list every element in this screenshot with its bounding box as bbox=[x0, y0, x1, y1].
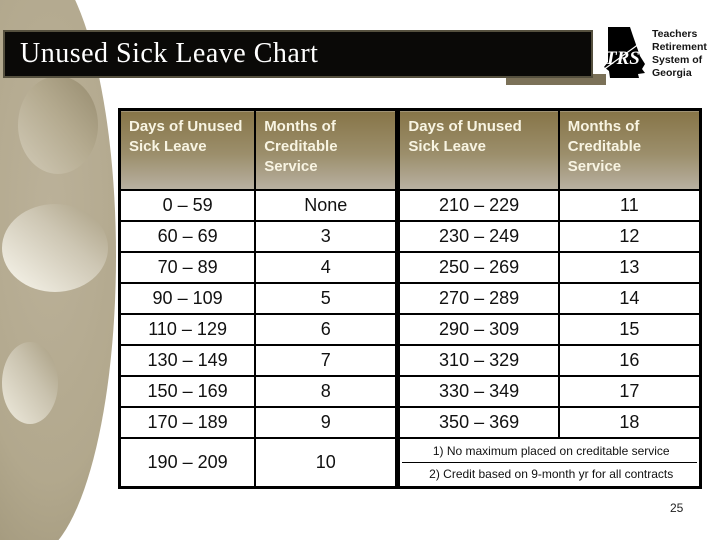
cell-days: 150 – 169 bbox=[118, 375, 257, 408]
cell-days: 70 – 89 bbox=[118, 251, 257, 284]
decor-circle-middle bbox=[2, 204, 108, 292]
cell-months: 16 bbox=[557, 344, 702, 377]
cell-days: 170 – 189 bbox=[118, 406, 257, 439]
cell-days: 250 – 269 bbox=[396, 251, 560, 284]
cell-months: 11 bbox=[557, 189, 702, 222]
cell-months: 14 bbox=[557, 282, 702, 315]
footnotes-cell: 1) No maximum placed on creditable servi… bbox=[396, 437, 702, 489]
cell-months: 10 bbox=[254, 437, 401, 489]
header-row: Days of Unused Sick Leave Months of Cred… bbox=[118, 108, 702, 191]
cell-days: 330 – 349 bbox=[396, 375, 560, 408]
cell-months: 12 bbox=[557, 220, 702, 253]
footnote-1: 1) No maximum placed on creditable servi… bbox=[402, 440, 697, 463]
trs-logo: TRS Teachers Retirement System of Georgi… bbox=[600, 24, 707, 81]
cell-months: 3 bbox=[254, 220, 401, 253]
cell-months: 15 bbox=[557, 313, 702, 346]
cell-days: 130 – 149 bbox=[118, 344, 257, 377]
cell-months: 8 bbox=[254, 375, 401, 408]
table-row: 70 – 89 4 250 – 269 13 bbox=[118, 251, 702, 284]
trs-monogram: TRS bbox=[605, 48, 640, 69]
table-row: 110 – 129 6 290 – 309 15 bbox=[118, 313, 702, 346]
cell-months: 7 bbox=[254, 344, 401, 377]
table-row: 90 – 109 5 270 – 289 14 bbox=[118, 282, 702, 315]
page-number: 25 bbox=[670, 501, 684, 515]
cell-days: 90 – 109 bbox=[118, 282, 257, 315]
cell-months: 6 bbox=[254, 313, 401, 346]
cell-days: 110 – 129 bbox=[118, 313, 257, 346]
header-days-right: Days of Unused Sick Leave bbox=[396, 108, 560, 191]
cell-months: 18 bbox=[557, 406, 702, 439]
cell-months: None bbox=[254, 189, 401, 222]
table-row: 130 – 149 7 310 – 329 16 bbox=[118, 344, 702, 377]
logo-line: Retirement bbox=[652, 41, 707, 53]
table-row: 60 – 69 3 230 – 249 12 bbox=[118, 220, 702, 253]
table-container: Days of Unused Sick Leave Months of Cred… bbox=[118, 108, 702, 489]
table-row: 170 – 189 9 350 – 369 18 bbox=[118, 406, 702, 439]
header-days-left: Days of Unused Sick Leave bbox=[118, 108, 257, 191]
sick-leave-table: Days of Unused Sick Leave Months of Cred… bbox=[118, 108, 702, 489]
cell-months: 9 bbox=[254, 406, 401, 439]
cell-days: 290 – 309 bbox=[396, 313, 560, 346]
cell-days: 0 – 59 bbox=[118, 189, 257, 222]
cell-days: 310 – 329 bbox=[396, 344, 560, 377]
decor-circle-bottom bbox=[2, 342, 58, 424]
page-title: Unused Sick Leave Chart bbox=[20, 38, 319, 69]
georgia-state-icon: TRS bbox=[602, 27, 645, 78]
header-months-left: Months of Creditable Service bbox=[254, 108, 401, 191]
logo-org-name: Teachers Retirement System of Georgia bbox=[652, 24, 707, 81]
title-bar-shadow bbox=[506, 74, 606, 85]
cell-days: 190 – 209 bbox=[118, 437, 257, 489]
header-months-right: Months of Creditable Service bbox=[557, 108, 702, 191]
logo-line: Teachers bbox=[652, 28, 698, 40]
table-row-last: 190 – 209 10 1) No maximum placed on cre… bbox=[118, 437, 702, 489]
cell-months: 5 bbox=[254, 282, 401, 315]
table-row: 0 – 59 None 210 – 229 11 bbox=[118, 189, 702, 222]
cell-months: 13 bbox=[557, 251, 702, 284]
cell-days: 60 – 69 bbox=[118, 220, 257, 253]
cell-months: 17 bbox=[557, 375, 702, 408]
table-row: 150 – 169 8 330 – 349 17 bbox=[118, 375, 702, 408]
logo-line: Georgia bbox=[652, 67, 692, 79]
cell-days: 270 – 289 bbox=[396, 282, 560, 315]
cell-days: 350 – 369 bbox=[396, 406, 560, 439]
cell-days: 230 – 249 bbox=[396, 220, 560, 253]
decor-ellipse-top bbox=[18, 76, 98, 174]
logo-line: System of bbox=[652, 54, 703, 66]
cell-days: 210 – 229 bbox=[396, 189, 560, 222]
title-bar: Unused Sick Leave Chart bbox=[3, 30, 593, 78]
cell-months: 4 bbox=[254, 251, 401, 284]
footnote-2: 2) Credit based on 9-month yr for all co… bbox=[429, 467, 674, 481]
